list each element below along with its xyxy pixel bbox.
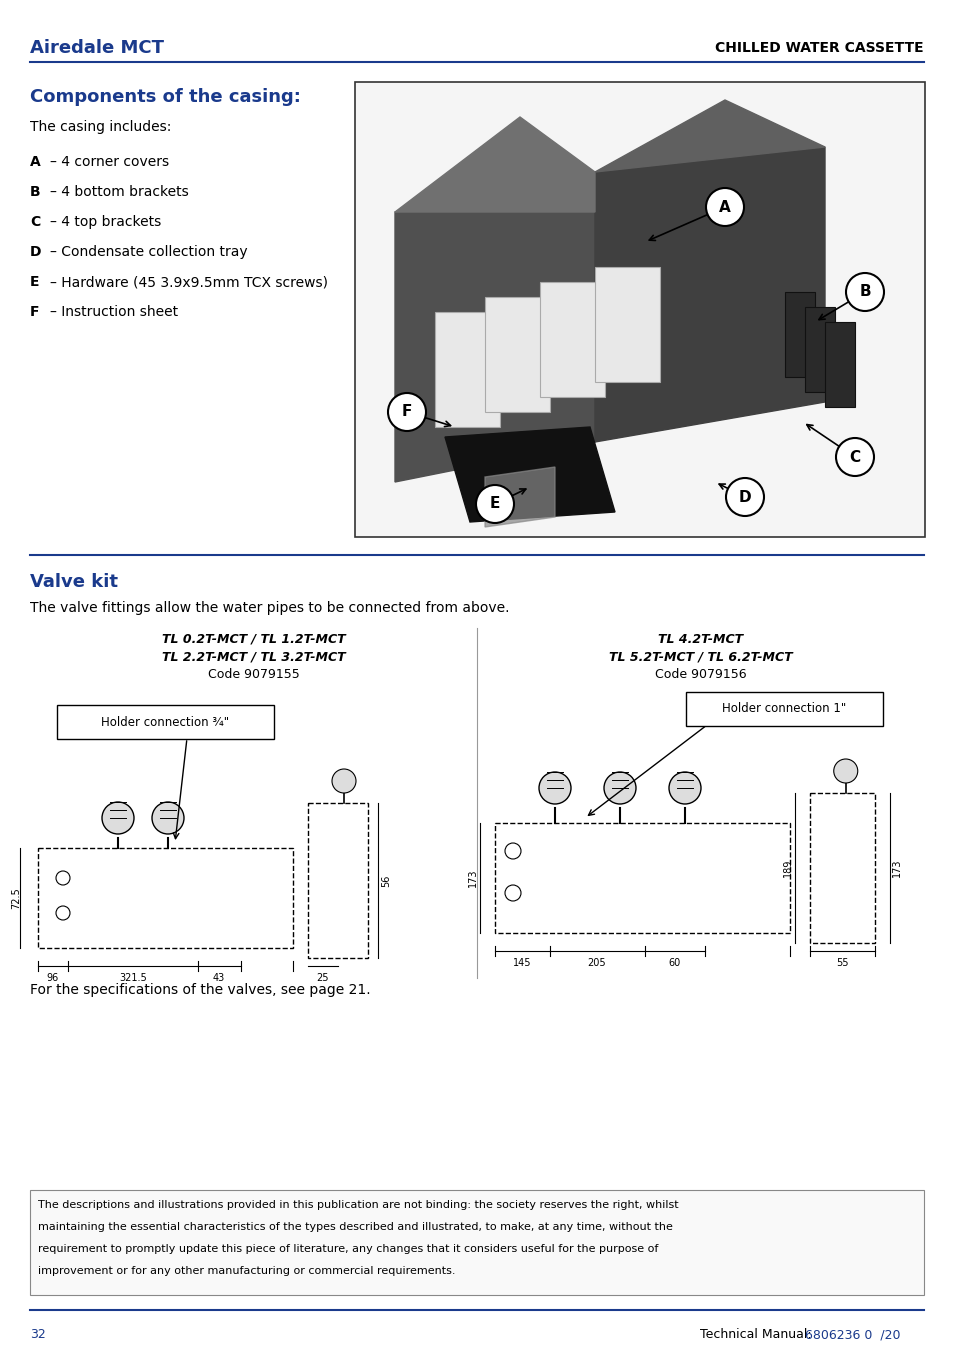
Polygon shape	[395, 117, 595, 212]
Text: 96: 96	[47, 973, 59, 983]
Text: 55: 55	[836, 958, 848, 968]
Text: Code 9079156: Code 9079156	[654, 668, 745, 680]
Text: 205: 205	[587, 958, 606, 968]
Text: D: D	[30, 244, 42, 259]
Text: – 4 corner covers: – 4 corner covers	[50, 155, 169, 169]
Text: The descriptions and illustrations provided in this publication are not binding:: The descriptions and illustrations provi…	[38, 1200, 678, 1210]
Polygon shape	[444, 427, 615, 522]
Text: D: D	[738, 490, 751, 505]
Circle shape	[102, 802, 133, 834]
Circle shape	[833, 759, 857, 783]
Circle shape	[538, 772, 571, 805]
Text: E: E	[30, 275, 39, 289]
Circle shape	[705, 188, 743, 225]
Text: – 4 bottom brackets: – 4 bottom brackets	[50, 185, 189, 198]
Bar	[809, 792, 874, 944]
Circle shape	[504, 886, 520, 900]
Text: The valve fittings allow the water pipes to be connected from above.: The valve fittings allow the water pipes…	[30, 601, 509, 616]
Polygon shape	[395, 171, 595, 482]
Text: TL 4.2T-MCT: TL 4.2T-MCT	[658, 633, 742, 647]
Circle shape	[603, 772, 636, 805]
Bar	[539, 282, 604, 397]
Text: 25: 25	[316, 973, 329, 983]
Text: CHILLED WATER CASSETTE: CHILLED WATER CASSETTE	[715, 40, 923, 55]
Circle shape	[56, 906, 70, 919]
Text: A: A	[719, 200, 730, 215]
Circle shape	[152, 802, 184, 834]
Circle shape	[504, 842, 520, 859]
Polygon shape	[484, 467, 555, 526]
FancyBboxPatch shape	[57, 705, 274, 738]
Text: Code 9079155: Code 9079155	[208, 668, 299, 680]
Text: 72.5: 72.5	[11, 887, 21, 909]
Circle shape	[56, 871, 70, 886]
Circle shape	[388, 393, 426, 431]
Text: – Condensate collection tray: – Condensate collection tray	[50, 244, 248, 259]
Bar	[495, 824, 789, 933]
Text: requirement to promptly update this piece of literature, any changes that it con: requirement to promptly update this piec…	[38, 1243, 658, 1254]
Bar	[435, 312, 499, 427]
Text: TL 0.2T-MCT / TL 1.2T-MCT: TL 0.2T-MCT / TL 1.2T-MCT	[161, 633, 345, 647]
Text: 321.5: 321.5	[119, 973, 147, 983]
Polygon shape	[595, 100, 824, 171]
Polygon shape	[595, 147, 824, 441]
Text: 6806236 0  /20: 6806236 0 /20	[804, 1328, 900, 1341]
Text: TL 2.2T-MCT / TL 3.2T-MCT: TL 2.2T-MCT / TL 3.2T-MCT	[161, 649, 345, 663]
Text: 56: 56	[380, 875, 391, 887]
Text: – 4 top brackets: – 4 top brackets	[50, 215, 161, 230]
Text: Components of the casing:: Components of the casing:	[30, 88, 300, 107]
Text: improvement or for any other manufacturing or commercial requirements.: improvement or for any other manufacturi…	[38, 1266, 455, 1276]
Bar	[30, 1189, 923, 1295]
Text: 145: 145	[513, 958, 531, 968]
Bar	[355, 82, 924, 537]
Circle shape	[668, 772, 700, 805]
Text: C: C	[30, 215, 40, 230]
Circle shape	[332, 769, 355, 792]
Text: B: B	[859, 285, 870, 300]
Bar	[595, 267, 659, 382]
Bar	[784, 292, 814, 377]
Text: B: B	[30, 185, 41, 198]
Circle shape	[725, 478, 763, 516]
Text: The casing includes:: The casing includes:	[30, 120, 172, 134]
Circle shape	[835, 437, 873, 477]
Circle shape	[476, 485, 514, 522]
Bar	[38, 848, 293, 948]
Text: F: F	[30, 305, 39, 319]
Bar	[308, 803, 368, 958]
Text: 60: 60	[668, 958, 680, 968]
Text: E: E	[489, 497, 499, 512]
Text: For the specifications of the valves, see page 21.: For the specifications of the valves, se…	[30, 983, 370, 998]
Text: – Hardware (45 3.9x9.5mm TCX screws): – Hardware (45 3.9x9.5mm TCX screws)	[50, 275, 328, 289]
Bar	[824, 323, 854, 406]
Text: Airedale MCT: Airedale MCT	[30, 39, 164, 57]
Text: TL 5.2T-MCT / TL 6.2T-MCT: TL 5.2T-MCT / TL 6.2T-MCT	[608, 649, 792, 663]
Text: – Instruction sheet: – Instruction sheet	[50, 305, 178, 319]
FancyBboxPatch shape	[685, 693, 882, 726]
Text: Holder connection ¾": Holder connection ¾"	[101, 716, 230, 729]
Text: F: F	[401, 405, 412, 420]
Text: 43: 43	[213, 973, 225, 983]
Text: C: C	[848, 450, 860, 464]
Text: 173: 173	[891, 859, 901, 878]
Text: Technical Manual:: Technical Manual:	[700, 1328, 815, 1341]
Text: maintaining the essential characteristics of the types described and illustrated: maintaining the essential characteristic…	[38, 1222, 672, 1233]
Bar	[804, 306, 834, 391]
Text: A: A	[30, 155, 41, 169]
Text: 173: 173	[468, 869, 477, 887]
Text: 189: 189	[782, 859, 792, 878]
Bar	[484, 297, 550, 412]
Text: Holder connection 1": Holder connection 1"	[721, 702, 845, 716]
Text: 32: 32	[30, 1328, 46, 1341]
Circle shape	[845, 273, 883, 311]
Text: Valve kit: Valve kit	[30, 572, 118, 591]
